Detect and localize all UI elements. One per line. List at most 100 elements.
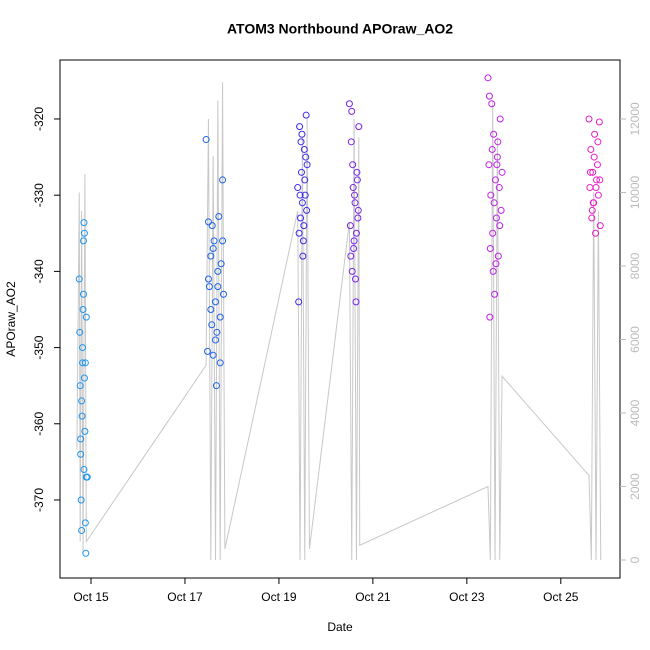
x-tick-label: Oct 25 xyxy=(543,590,579,604)
point xyxy=(596,176,604,184)
y2-tick-label: 2000 xyxy=(628,473,642,500)
point xyxy=(592,229,600,237)
point xyxy=(354,214,362,222)
point xyxy=(492,214,500,222)
point xyxy=(298,199,306,207)
point xyxy=(349,161,357,169)
point xyxy=(83,473,91,481)
point xyxy=(79,290,87,298)
point xyxy=(594,138,602,146)
point xyxy=(209,351,217,359)
point xyxy=(588,206,596,214)
point xyxy=(209,245,217,253)
point xyxy=(493,153,501,161)
y2-tick-label: 10000 xyxy=(628,175,642,209)
point xyxy=(80,229,88,237)
y2-tick-label: 0 xyxy=(628,556,642,563)
point xyxy=(295,298,303,306)
point xyxy=(352,298,360,306)
y-tick-label: -340 xyxy=(32,259,46,283)
point xyxy=(80,374,88,382)
point xyxy=(355,123,363,131)
point xyxy=(352,229,360,237)
point xyxy=(492,176,500,184)
point xyxy=(213,328,221,336)
point xyxy=(589,168,597,176)
point xyxy=(489,229,497,237)
plot-frame xyxy=(59,59,621,579)
point xyxy=(216,313,224,321)
point xyxy=(303,161,311,169)
y2-tick-label: 4000 xyxy=(628,399,642,426)
point xyxy=(78,526,86,534)
y-tick-label: -370 xyxy=(32,488,46,512)
point xyxy=(212,336,220,344)
point xyxy=(496,115,504,123)
point xyxy=(79,344,87,352)
point xyxy=(296,123,304,131)
point xyxy=(77,450,85,458)
point xyxy=(295,229,303,237)
point xyxy=(300,222,308,230)
point xyxy=(494,252,502,260)
point xyxy=(76,328,84,336)
point xyxy=(496,222,504,230)
point xyxy=(349,184,357,192)
y2-tick-label: 12000 xyxy=(628,102,642,136)
point xyxy=(215,213,223,221)
point xyxy=(596,222,604,230)
point xyxy=(498,168,506,176)
point xyxy=(297,214,305,222)
y2-tick-label: 8000 xyxy=(628,252,642,279)
chart-title: ATOM3 Northbound APOraw_AO2 xyxy=(227,21,453,37)
point xyxy=(204,218,212,226)
point xyxy=(82,313,90,321)
point xyxy=(299,237,307,245)
point xyxy=(204,275,212,283)
y-tick-label: -320 xyxy=(32,107,46,131)
point xyxy=(352,275,360,283)
point xyxy=(346,222,354,230)
point xyxy=(351,199,359,207)
x-axis-label: Date xyxy=(327,620,353,634)
point xyxy=(494,138,502,146)
point xyxy=(214,283,222,291)
point xyxy=(204,347,212,355)
x-tick-label: Oct 21 xyxy=(355,590,391,604)
point xyxy=(77,435,85,443)
point xyxy=(214,267,222,275)
point xyxy=(588,214,596,222)
point xyxy=(586,184,594,192)
point xyxy=(487,191,495,199)
point xyxy=(297,138,305,146)
point xyxy=(489,267,497,275)
point xyxy=(219,237,227,245)
point xyxy=(345,100,353,108)
point xyxy=(486,245,494,253)
point xyxy=(589,199,597,207)
point xyxy=(302,153,310,161)
point xyxy=(484,74,492,82)
point xyxy=(75,275,83,283)
point xyxy=(301,191,309,199)
point xyxy=(351,191,359,199)
point xyxy=(294,184,302,192)
y2-tick-label: 6000 xyxy=(628,326,642,353)
point xyxy=(77,496,85,504)
point xyxy=(486,313,494,321)
point xyxy=(79,305,87,313)
point xyxy=(497,206,505,214)
x-tick-label: Oct 15 xyxy=(73,590,109,604)
point xyxy=(586,168,594,176)
point xyxy=(219,290,227,298)
point xyxy=(208,321,216,329)
point xyxy=(493,161,501,169)
point xyxy=(485,92,493,100)
point xyxy=(301,176,309,184)
point xyxy=(350,237,358,245)
point xyxy=(81,427,89,435)
point xyxy=(347,252,355,260)
point xyxy=(350,245,358,253)
point xyxy=(485,161,493,169)
